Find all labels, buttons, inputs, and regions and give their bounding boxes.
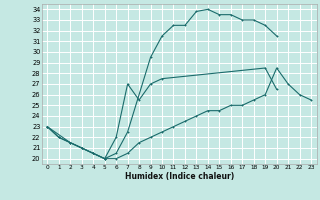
X-axis label: Humidex (Indice chaleur): Humidex (Indice chaleur) <box>124 172 234 181</box>
